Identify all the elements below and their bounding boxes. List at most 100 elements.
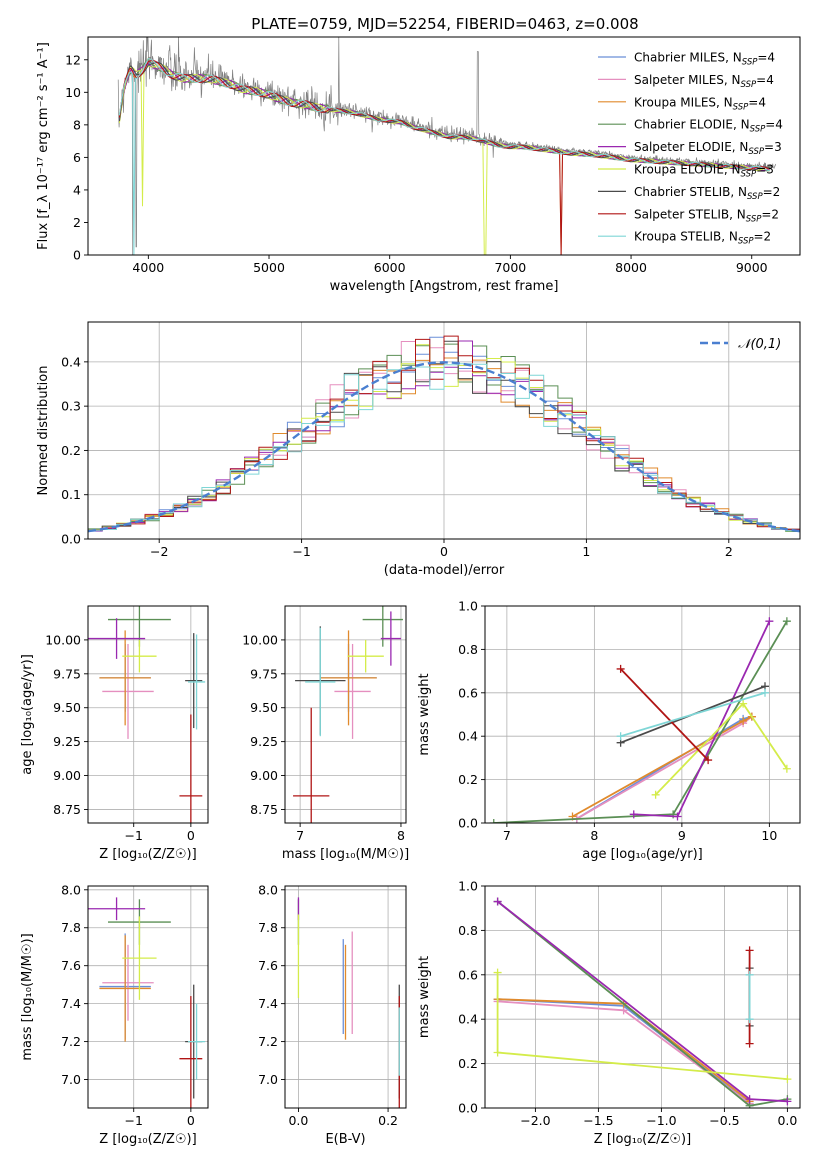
- model-line-9: [118, 58, 770, 255]
- normal-curve: [88, 361, 800, 533]
- y-tick-label: 7.0: [258, 1072, 278, 1087]
- axes-frame: [284, 605, 407, 824]
- x-tick-label: −0.5: [709, 1113, 739, 1128]
- plot-area-mass-vs-Z: [88, 897, 206, 1108]
- y-tick-label: 0.4: [458, 729, 478, 744]
- x-tick-label: −2.0: [520, 1113, 550, 1128]
- axes-frame: [87, 36, 801, 256]
- plot-area-spectrum: [117, 37, 776, 255]
- x-tick-label: −1: [124, 1113, 142, 1128]
- x-tick-label: 8: [590, 828, 598, 843]
- y-tick-label: 0.1: [61, 487, 81, 502]
- y-tick-label: 0.3: [61, 399, 81, 414]
- figure-title: PLATE=0759, MJD=52254, FIBERID=0463, z=0…: [251, 15, 638, 33]
- y-tick-label: 8.0: [258, 882, 278, 897]
- y-tick-label: 8.75: [53, 802, 81, 817]
- y-tick-label: 10.00: [45, 632, 81, 647]
- x-tick-label: 10: [761, 828, 777, 843]
- series-line-9: [620, 691, 766, 738]
- y-tick-label: 7.2: [258, 1034, 278, 1049]
- y-tick-label: 0.8: [458, 642, 478, 657]
- data-point-4: [108, 606, 171, 647]
- series-marker: [493, 968, 502, 977]
- x-axis-label: age [log₁₀(age/yr)]: [582, 847, 703, 862]
- y-tick-label: 10: [65, 85, 81, 100]
- series-marker: [489, 819, 498, 823]
- chart-mass-vs-Z: −1 0 7.0 7.2 7.4 7.6 7.8 8.0 Z [log₁₀(Z/Z☉)] mass…: [20, 882, 209, 1147]
- data-point-8: [179, 714, 203, 823]
- x-tick-label: 0.0: [777, 1113, 797, 1128]
- series-marker: [493, 897, 502, 906]
- y-tick-label: 9.00: [250, 768, 278, 783]
- x-axis-label: Z [log₁₀(Z/Z☉)]: [99, 847, 196, 862]
- legend-entry: Kroupa MILES, NSSP=4: [634, 95, 766, 112]
- y-tick-label: 7.8: [61, 920, 81, 935]
- series-line-6: [496, 972, 788, 1080]
- y-axis-label: age [log₁₀(age/yr)]: [20, 654, 35, 775]
- legend-entry: Kroupa ELODIE, NSSP=3: [634, 163, 774, 180]
- x-tick-label: 0.2: [378, 1113, 398, 1128]
- spectrum-legend: Chabrier MILES, NSSP=4 Salpeter MILES, NS…: [598, 51, 783, 247]
- y-tick-label: 1.0: [458, 599, 478, 614]
- y-tick-label: 0.0: [61, 532, 81, 547]
- data-point-2: [334, 643, 371, 739]
- x-tick-label: 0: [440, 544, 448, 559]
- axes-frame: [484, 605, 801, 824]
- series-marker: [745, 1095, 754, 1104]
- y-tick-label: 7.6: [258, 958, 278, 973]
- y-tick-label: 7.4: [61, 996, 81, 1011]
- series-line-6: [654, 702, 788, 796]
- legend-entry: Salpeter STELIB, NSSP=2: [634, 207, 779, 224]
- series-marker: [616, 664, 625, 673]
- series-line-2: [576, 715, 753, 820]
- x-tick-label: 9: [678, 828, 686, 843]
- chart-age-vs-Z: −1 0 8.75 9.00 9.25 9.50 9.75 10.00 Z [log₁₀(Z/Z…: [20, 605, 209, 862]
- series-marker: [783, 1097, 792, 1106]
- legend-entry: Salpeter ELODIE, NSSP=3: [634, 140, 782, 157]
- legend-entry: Chabrier ELODIE, NSSP=4: [634, 118, 783, 135]
- plot-area-massweight-vs-age: [489, 617, 791, 823]
- chart-age-vs-mass: 7 8 8.75 9.00 9.25 9.50 9.75 10.00 mass [log₁₀(M…: [242, 605, 409, 862]
- x-tick-label: 0: [187, 828, 195, 843]
- x-tick-label: −1.0: [646, 1113, 676, 1128]
- x-tick-label: 0: [187, 1113, 195, 1128]
- plot-area-age-vs-mass: [293, 606, 403, 823]
- x-axis-label: Z [log₁₀(Z/Z☉)]: [594, 1132, 691, 1147]
- x-tick-label: 2: [725, 544, 733, 559]
- y-tick-label: 7.6: [61, 958, 81, 973]
- data-point-4: [362, 606, 403, 647]
- x-tick-label: −1: [292, 544, 310, 559]
- data-point-9: [305, 627, 336, 737]
- plot-area-age-vs-Z: [88, 606, 206, 823]
- data-point-6: [347, 639, 384, 673]
- series-line-8: [619, 668, 709, 761]
- y-tick-label: 0.8: [458, 923, 478, 938]
- y-tick-label: 0.2: [458, 1056, 478, 1071]
- y-tick-label: 0.2: [458, 772, 478, 787]
- model-line-3: [118, 57, 770, 255]
- data-point-8: [179, 996, 203, 1108]
- data-point-3: [320, 630, 377, 726]
- y-tick-label: 9.00: [53, 768, 81, 783]
- chart-spectrum: 4000 5000 6000 7000 8000 9000 0 2 4 6 8 10 12 wavelen…: [36, 36, 801, 294]
- series-marker: [651, 790, 660, 799]
- series-marker: [739, 717, 748, 726]
- x-tick-label: 7: [503, 828, 511, 843]
- chart-residuals: −2 −1 0 1 2 0.0 0.1 0.2 0.3 0.4 (data-model)/error…: [36, 321, 801, 578]
- series-marker: [765, 617, 774, 626]
- data-point-9: [188, 634, 206, 730]
- y-tick-label: 6: [73, 150, 81, 165]
- data-point-5: [88, 897, 146, 921]
- chart-mass-vs-ebv: 0.0 0.2 7.0 7.2 7.4 7.6 7.8 8.0 E(B-V): [258, 882, 407, 1147]
- y-tick-label: 0.0: [458, 816, 478, 831]
- y-tick-label: 10.00: [242, 632, 278, 647]
- y-tick-label: 0.6: [458, 967, 478, 982]
- legend-entry: Chabrier MILES, NSSP=4: [634, 51, 775, 68]
- histogram-9: [88, 363, 800, 539]
- y-axis-label: mass weight: [417, 956, 432, 1038]
- series-marker: [745, 1015, 754, 1024]
- series-line-3: [572, 715, 753, 818]
- x-axis-label: mass [log₁₀(M/M☉)]: [282, 847, 409, 862]
- model-line-8: [118, 59, 770, 255]
- y-tick-label: 4: [73, 182, 81, 197]
